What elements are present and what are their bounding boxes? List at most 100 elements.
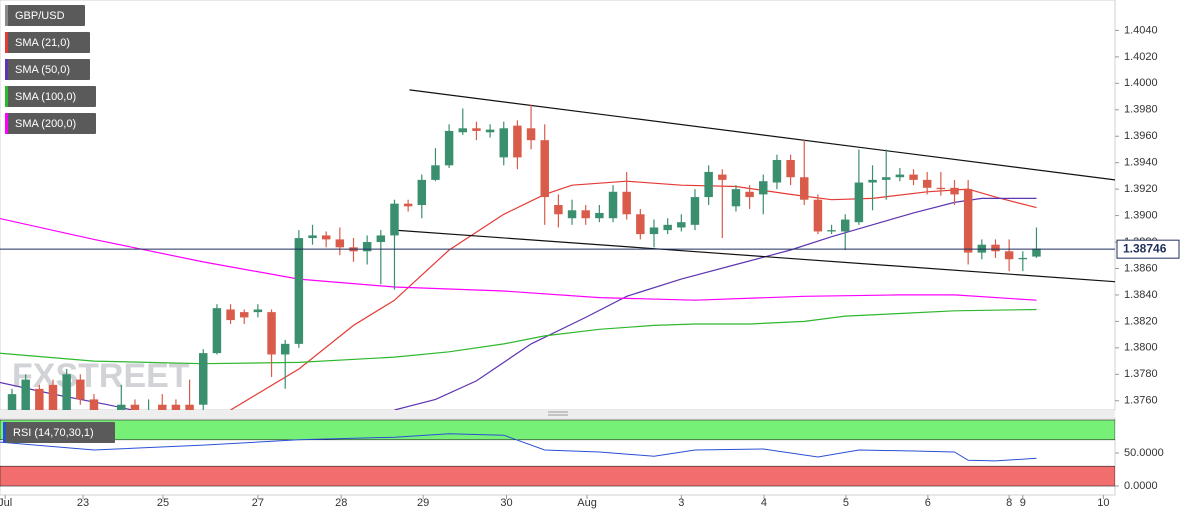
x-tick-label: 4 <box>761 497 767 509</box>
legend-item[interactable] <box>3 422 115 443</box>
candle-body <box>308 235 317 239</box>
x-tick-label: 29 <box>417 497 429 509</box>
y-tick-label: 1.3980 <box>1124 104 1158 116</box>
y-tick-label: 1.3760 <box>1124 395 1158 407</box>
candle-body <box>608 191 618 219</box>
legend-swatch <box>5 32 8 53</box>
candle-body <box>704 171 713 198</box>
legend-swatch <box>5 113 8 134</box>
legend-item[interactable] <box>5 59 90 80</box>
candle-body <box>199 353 208 405</box>
candle-body <box>253 309 263 313</box>
candle-body <box>513 125 522 158</box>
candle-body <box>431 165 440 180</box>
x-tick-label: 5 <box>843 497 849 509</box>
legend-label: SMA (50,0) <box>15 64 70 76</box>
candle-body <box>76 379 85 400</box>
candle-body <box>786 160 795 178</box>
legend-item[interactable] <box>5 86 96 107</box>
panel-divider[interactable] <box>0 410 1115 418</box>
candle-body <box>963 189 973 253</box>
rsi-plot <box>0 419 1115 487</box>
series-line <box>409 89 1115 181</box>
rsi-band <box>0 419 1115 441</box>
candle-body <box>622 191 631 215</box>
legend-item[interactable] <box>5 113 96 134</box>
candle-body <box>840 219 850 232</box>
x-tick-label: 10 <box>1097 497 1109 509</box>
candle-body <box>362 242 372 252</box>
candle-body <box>649 227 659 235</box>
candle-body <box>62 374 71 410</box>
candle-body <box>800 177 809 200</box>
candle-body <box>813 199 823 232</box>
watermark: FXSTREET <box>12 357 190 395</box>
x-tick-label: 6 <box>925 497 931 509</box>
candle-body <box>485 129 495 133</box>
candle-body <box>239 312 249 318</box>
series-line <box>0 308 1037 365</box>
legend-swatch <box>5 5 8 26</box>
candle-body <box>403 203 413 207</box>
candle-body <box>745 191 754 198</box>
candle-body <box>581 210 590 219</box>
candle-body <box>731 189 741 207</box>
y-tick-label: 1.4040 <box>1124 24 1158 36</box>
candle-body <box>567 210 577 219</box>
candle-body <box>554 205 563 215</box>
candle-body <box>663 224 672 231</box>
y-tick-label: 1.3820 <box>1124 315 1158 327</box>
candle-body <box>718 174 727 180</box>
candle-body <box>1004 251 1014 260</box>
x-tick-label: 27 <box>252 497 264 509</box>
axes: 1.3760 1.3780 1.3800 1.3820 1.3840 1.3860 1.38… <box>0 24 1180 509</box>
x-tick-label: 28 <box>335 497 347 509</box>
candle-body <box>158 404 167 410</box>
candle-body <box>267 312 276 355</box>
y-tick-label: 50.0000 <box>1124 447 1164 459</box>
candle-body <box>185 404 194 410</box>
x-tick-label: 30 <box>500 497 512 509</box>
candle-body <box>922 179 932 188</box>
legend-swatch <box>5 86 8 107</box>
candle-body <box>909 174 918 180</box>
legend-swatch <box>5 59 8 80</box>
candle-body <box>390 203 399 236</box>
candle-body <box>48 384 58 410</box>
x-tick-label: 25 <box>157 497 169 509</box>
y-tick-label: 0.0000 <box>1124 480 1158 492</box>
candle-body <box>977 244 987 253</box>
x-tick-label: Aug <box>577 497 597 509</box>
series-line <box>0 433 1037 462</box>
candle-body <box>895 174 905 178</box>
candle-body <box>294 238 304 344</box>
candle-body <box>21 379 30 410</box>
candle-body <box>690 197 700 225</box>
candle-body <box>936 187 946 190</box>
candle-body <box>772 160 782 183</box>
legend-swatch <box>3 422 6 443</box>
y-tick-label: 1.3780 <box>1124 368 1158 380</box>
legend-item[interactable] <box>5 5 85 26</box>
candle-body <box>759 181 768 195</box>
legend-label: SMA (200,0) <box>15 118 76 130</box>
candle-body <box>444 130 454 166</box>
candle-body <box>881 177 891 180</box>
candle-body <box>35 388 44 410</box>
candle-body <box>472 128 481 131</box>
y-tick-label: 1.3960 <box>1124 130 1158 142</box>
rsi-band <box>0 465 1115 487</box>
candle-body <box>526 128 536 141</box>
candle-body <box>854 182 864 223</box>
candle-body <box>1032 248 1041 257</box>
x-tick-label: 9 <box>1020 497 1026 509</box>
y-tick-label: 1.3840 <box>1124 289 1158 301</box>
y-tick-label: 1.3860 <box>1124 262 1158 274</box>
current-price-label: 1.38746 <box>1123 241 1167 255</box>
legend-item[interactable] <box>5 32 90 53</box>
candle-body <box>7 394 17 410</box>
x-tick-label: 8 <box>1006 497 1012 509</box>
candle-body <box>89 399 99 410</box>
candle-body <box>117 404 126 410</box>
